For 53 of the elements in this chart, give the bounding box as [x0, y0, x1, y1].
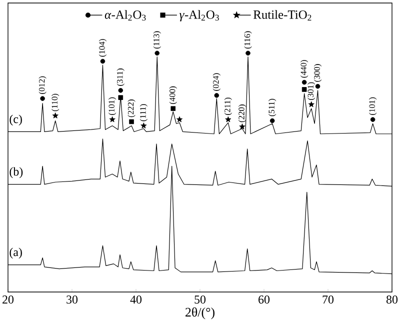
annotation: (101): [108, 97, 116, 115]
point: [109, 116, 116, 122]
x-tick-label: 30: [66, 296, 78, 304]
point: [302, 80, 307, 85]
annotation: (220): [238, 104, 246, 122]
annotation: (111): [140, 104, 148, 122]
point: [308, 101, 314, 108]
point: [214, 93, 220, 98]
annotation: (116): [244, 31, 252, 49]
annotation: (110): [52, 94, 60, 112]
point: [154, 50, 160, 56]
annotation: (400): [169, 86, 177, 104]
point: [140, 122, 147, 128]
annotation: (024): [212, 73, 220, 91]
annotation: (511): [268, 98, 276, 116]
series-label: (a): [10, 248, 22, 259]
annotation: (301): [308, 82, 316, 100]
x-tick-label: 40: [130, 296, 142, 304]
point: [118, 88, 124, 93]
x-tick-label: 50: [194, 296, 206, 304]
point: [315, 84, 320, 89]
legend-label: Rutile-TiO$_{2}$: [253, 10, 312, 21]
point: [302, 87, 307, 92]
point: [370, 117, 376, 122]
point: [170, 106, 176, 111]
x-tick-label: 60: [258, 296, 270, 304]
x-tick-label: 80: [386, 296, 398, 304]
x-tick-label: 20: [2, 296, 14, 304]
legend-label: α-Al$_{2}$O$_{3}$: [104, 10, 146, 21]
annotation: (101): [368, 97, 377, 115]
point: [118, 95, 124, 100]
legend-label: γ-Al$_{2}$O$_{3}$: [180, 10, 219, 22]
point: [129, 119, 134, 124]
annotation: (440): [300, 60, 308, 78]
series-label: (c): [10, 114, 22, 126]
point: [100, 58, 106, 64]
annotation: (104): [98, 39, 107, 57]
x-tick-label: 70: [322, 296, 334, 304]
annotation: (222): [128, 100, 136, 118]
annotation: (300): [314, 64, 322, 82]
x-axis-title: 2θ/(°): [186, 307, 214, 320]
point: [239, 124, 246, 130]
annotation: (012): [38, 76, 46, 94]
point: [246, 50, 250, 56]
point: [225, 116, 232, 122]
point: [40, 96, 45, 101]
point: [270, 118, 275, 124]
annotation: (113): [153, 31, 161, 49]
annotation: (311): [116, 68, 124, 86]
series-label: (b): [10, 167, 23, 178]
point: [52, 112, 58, 118]
annotation: (211): [224, 98, 232, 115]
point: [176, 116, 183, 122]
